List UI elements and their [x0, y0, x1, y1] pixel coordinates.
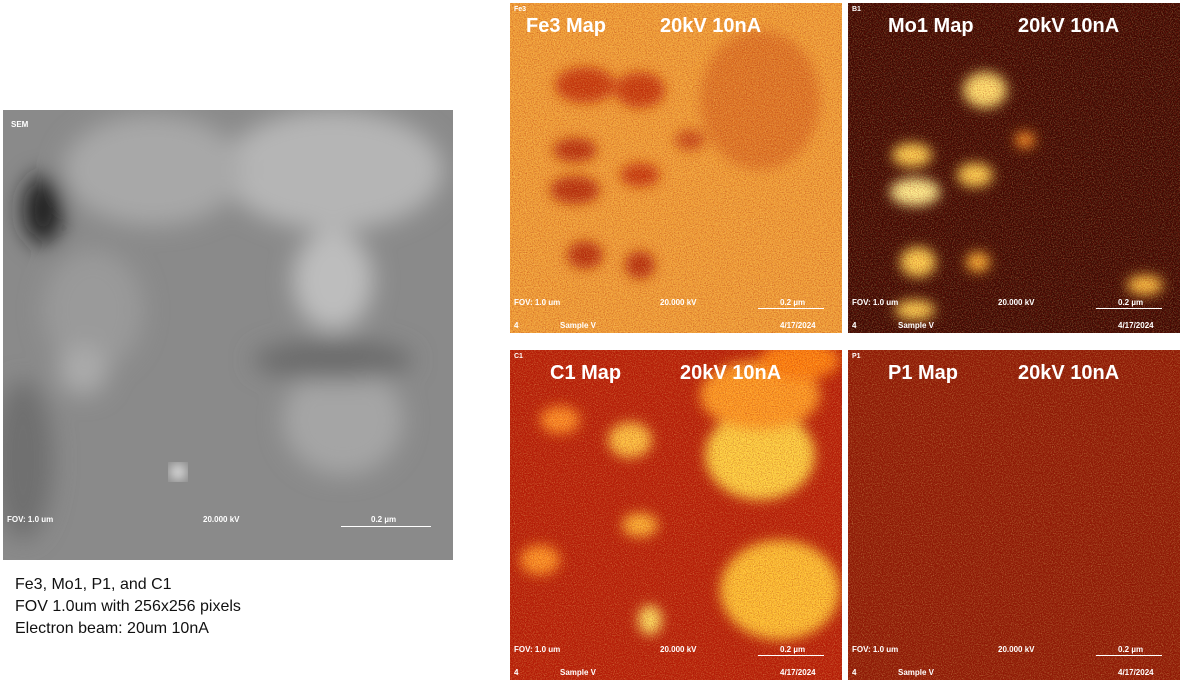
sample: Sample V [560, 668, 597, 677]
map-conditions: 20kV 10nA [1018, 15, 1120, 37]
map-conditions: 20kV 10nA [660, 15, 762, 37]
caption-line: Electron beam: 20um 10nA [15, 620, 209, 637]
fov: FOV: 1.0 um [7, 515, 54, 524]
scale-label: 0.2 µm [1118, 645, 1144, 654]
sample: Sample V [560, 321, 597, 330]
scale-label: 0.2 µm [1118, 298, 1144, 307]
corner-label: C1 [514, 353, 523, 360]
date: 4/17/2024 [1118, 668, 1154, 677]
map-conditions: 20kV 10nA [1018, 362, 1120, 384]
voltage: 20.000 kV [998, 298, 1035, 307]
date: 4/17/2024 [780, 668, 816, 677]
index: 4 [852, 321, 857, 330]
scale-bar [1096, 308, 1162, 309]
element-map: C1 C1 Map 20kV 10nA FOV: 1.0 um 20.000 kV 0.2… [510, 350, 842, 680]
voltage: 20.000 kV [660, 298, 697, 307]
voltage: 20.000 kV [998, 645, 1035, 654]
sem-texture [3, 110, 453, 560]
caption: Fe3, Mo1, P1, and C1 FOV 1.0um with 256x… [15, 574, 241, 640]
map-title: Mo1 Map [888, 15, 974, 37]
index: 4 [514, 668, 519, 677]
map-title: P1 Map [888, 362, 959, 384]
map-conditions: 20kV 10nA [680, 362, 782, 384]
fov: FOV: 1.0 um [852, 298, 899, 307]
map-title: C1 Map [550, 362, 622, 384]
map-texture [848, 3, 1180, 333]
map-texture [848, 350, 1180, 680]
caption-line: Fe3, Mo1, P1, and C1 [15, 576, 172, 593]
scale-bar [758, 655, 824, 656]
sample: Sample V [898, 668, 935, 677]
scale-label: 0.2 µm [780, 298, 806, 307]
index: 4 [852, 668, 857, 677]
scale-bar [341, 526, 431, 527]
corner-label: P1 [852, 353, 861, 360]
date: 4/17/2024 [1118, 321, 1154, 330]
corner-label: Fe3 [514, 6, 527, 13]
element-map: B1 Mo1 Map 20kV 10nA FOV: 1.0 um 20.000 kV 0.… [848, 3, 1180, 333]
corner-label: B1 [852, 6, 861, 13]
map-noise-dark [848, 350, 1180, 680]
voltage: 20.000 kV [660, 645, 697, 654]
index: 4 [514, 321, 519, 330]
map-texture [510, 350, 842, 680]
caption-line: FOV 1.0um with 256x256 pixels [15, 598, 241, 615]
scale-label: 0.2 µm [780, 645, 806, 654]
sem-image: SEM FOV: 1.0 um 20.000 kV 0.2 µm [3, 110, 453, 560]
element-map: P1 P1 Map 20kV 10nA FOV: 1.0 um 20.000 kV 0.2… [848, 350, 1180, 680]
sem-label: SEM [11, 120, 29, 129]
scale-bar [758, 308, 824, 309]
date: 4/17/2024 [780, 321, 816, 330]
voltage: 20.000 kV [203, 515, 240, 524]
fov: FOV: 1.0 um [852, 645, 899, 654]
scale-label: 0.2 µm [371, 515, 397, 524]
sample: Sample V [898, 321, 935, 330]
map-noise-dark [848, 3, 1180, 333]
element-map: Fe3 Fe3 Map 20kV 10nA FOV: 1.0 um 20.000 kV 0… [510, 3, 842, 333]
scale-bar [1096, 655, 1162, 656]
map-title: Fe3 Map [526, 15, 607, 37]
fov: FOV: 1.0 um [514, 298, 561, 307]
map-noise-dark [510, 350, 842, 680]
fov: FOV: 1.0 um [514, 645, 561, 654]
map-texture [510, 3, 842, 333]
map-noise-dark [510, 3, 842, 333]
